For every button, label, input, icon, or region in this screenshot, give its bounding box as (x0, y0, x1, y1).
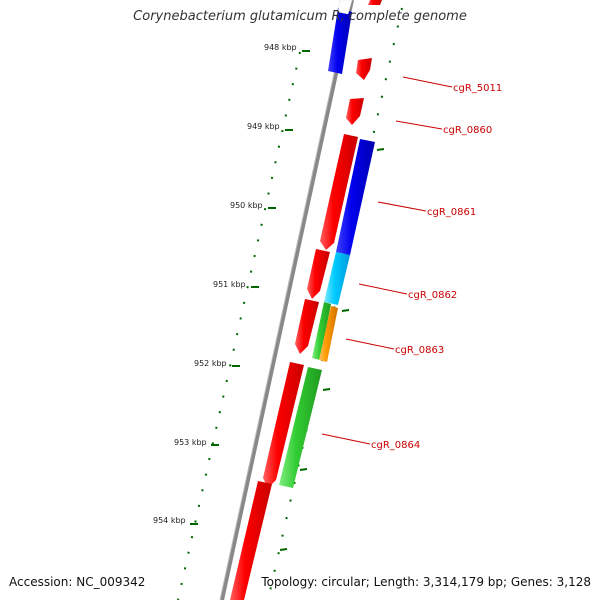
tick-label-948: 948 kbp (264, 43, 297, 52)
gene-label-cgR_0861[interactable]: cgR_0861 (427, 207, 476, 218)
genome-backbone-highlight (219, 0, 351, 600)
feature-cgR_0863-orange[interactable] (319, 306, 338, 362)
leader-cgR_0862 (358, 283, 408, 295)
feature-cgR_0860[interactable] (346, 98, 364, 125)
tick-label-954: 954 kbp (153, 516, 186, 525)
genome-summary-text: Topology: circular; Length: 3,314,179 bp… (261, 575, 591, 589)
accession-text: Accession: NC_009342 (9, 575, 146, 589)
gene-label-cgR_0862[interactable]: cgR_0862 (408, 290, 457, 301)
feature-red-954[interactable] (230, 481, 272, 600)
feature-red-top-right[interactable] (368, 0, 382, 5)
outer-tick-1 (376, 148, 385, 151)
outer-tick-3 (322, 388, 331, 391)
feature-cgR_0863-green[interactable] (312, 302, 331, 360)
outer-dotted-track (267, 7, 403, 600)
genome-backbone (220, 0, 354, 600)
tick-label-951: 951 kbp (213, 280, 246, 289)
feature-red-950[interactable] (320, 134, 358, 250)
map-title: Corynebacterium glutamicum R, complete g… (133, 9, 467, 24)
leader-cgR_0860 (395, 120, 443, 130)
feature-red-952b[interactable] (263, 362, 304, 488)
gene-label-cgR_0860[interactable]: cgR_0860 (443, 125, 492, 136)
outer-tick-5 (279, 548, 288, 551)
outer-tick-2 (341, 309, 350, 312)
tick-label-953: 953 kbp (174, 438, 207, 447)
feature-cgR_5011[interactable] (356, 58, 372, 80)
feature-white-top (337, 0, 353, 15)
label-leaders (321, 76, 453, 445)
gene-label-cgR_0864[interactable]: cgR_0864 (371, 440, 420, 451)
feature-cgR_0861[interactable] (336, 139, 375, 255)
leader-cgR_0864 (321, 433, 371, 445)
tick-label-952: 952 kbp (194, 359, 227, 368)
forward-strand-features (230, 98, 364, 600)
feature-red-951[interactable] (307, 249, 330, 299)
scale-labels: 948 kbp 949 kbp 950 kbp 951 kbp 952 kbp … (153, 43, 297, 525)
feature-blue-top[interactable] (328, 8, 352, 74)
feature-red-952a[interactable] (295, 299, 319, 354)
leader-cgR_0863 (345, 338, 395, 350)
gene-label-cgR_5011[interactable]: cgR_5011 (453, 83, 502, 94)
gene-label-cgR_0863[interactable]: cgR_0863 (395, 345, 444, 356)
leader-cgR_5011 (402, 76, 453, 88)
reverse-strand-features (279, 0, 382, 488)
leader-cgR_0861 (377, 201, 427, 212)
scale-ticks (190, 50, 385, 551)
tick-label-949: 949 kbp (247, 122, 280, 131)
outer-tick-4 (299, 468, 308, 471)
tick-label-950: 950 kbp (230, 201, 263, 210)
feature-cgR_0862[interactable] (324, 252, 350, 305)
feature-cgR_0864[interactable] (279, 367, 322, 488)
gene-labels: cgR_5011 cgR_0860 cgR_0861 cgR_0862 cgR_… (371, 83, 502, 451)
